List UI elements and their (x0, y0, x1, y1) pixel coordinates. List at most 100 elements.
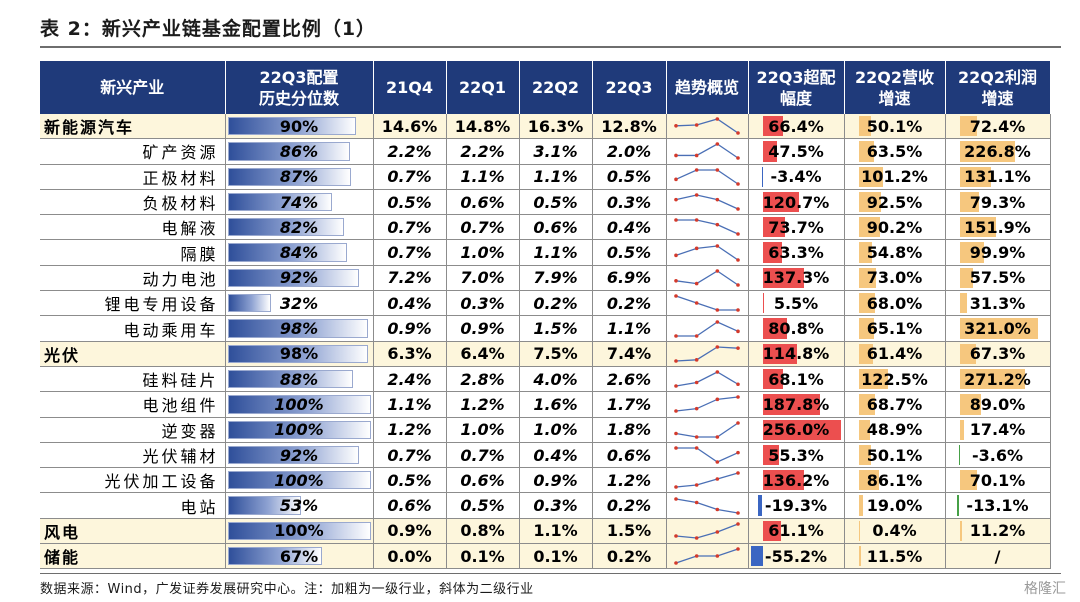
profit-cell: -13.1% (945, 492, 1051, 519)
percentile-bar (227, 395, 371, 414)
table-row: 光伏辅材 92% 0.7% 0.7% 0.4% 0.6% 55.3% 50.1% -3.6% (40, 442, 1051, 469)
percentile-value: 98% (279, 319, 319, 339)
footer-divider (40, 573, 1061, 574)
quarter-value: 0.3% (446, 290, 520, 317)
percentile-bar (227, 142, 350, 161)
quarter-value: 0.5% (446, 492, 520, 519)
excess-cell-bar (762, 470, 804, 491)
sparkline-point (694, 407, 699, 411)
excess-cell: 61.1% (748, 518, 845, 545)
quarter-value: 0.0% (373, 543, 447, 570)
revenue-cell-value: 68.7% (866, 394, 923, 414)
trend-sparkline (666, 543, 749, 570)
sparkline-point (674, 485, 678, 490)
profit-cell-value: 99.9% (969, 243, 1026, 263)
quarter-value: 0.8% (446, 518, 520, 545)
sparkline-point (715, 142, 720, 147)
col-header-21q4: 21Q4 (373, 61, 447, 114)
revenue-cell-bar (858, 368, 889, 390)
col-header-22q3: 22Q3 (592, 61, 667, 114)
quarter-value: 0.1% (519, 543, 593, 570)
quarter-value: 0.2% (592, 290, 667, 317)
excess-cell: -3.4% (748, 164, 845, 190)
profit-cell-bar (958, 444, 960, 466)
industry-name: 电池组件 (40, 391, 226, 418)
trend-sparkline (666, 391, 749, 418)
percentile-bar (227, 471, 371, 490)
quarter-value: 7.9% (519, 265, 593, 292)
sparkline-point (674, 359, 678, 363)
revenue-cell-bar (858, 141, 874, 162)
quarter-value: 1.6% (519, 391, 593, 418)
percentile-bar (227, 445, 359, 465)
quarter-value: 0.7% (446, 442, 520, 469)
excess-cell-value: 5.5% (773, 293, 819, 313)
percentile-value: 100% (274, 394, 324, 414)
excess-cell-value: 66.4% (768, 116, 824, 136)
profit-cell: 57.5% (945, 265, 1051, 292)
percentile-value: 32% (279, 293, 319, 313)
excess-cell-bar (762, 141, 777, 162)
quarter-value: 1.2% (373, 417, 447, 443)
profit-cell: 89.0% (945, 391, 1051, 418)
revenue-cell: 65.1% (844, 315, 946, 342)
sparkline-point (715, 319, 720, 324)
excess-cell-bar (762, 217, 785, 238)
profit-cell-value: 131.1% (964, 167, 1031, 187)
percentile-cell: 88% (225, 366, 374, 393)
sparkline-line (675, 523, 739, 539)
quarter-value: 1.5% (592, 518, 667, 545)
excess-cell: 80.8% (748, 315, 845, 342)
sparkline-point (715, 507, 720, 511)
industry-name: 光伏加工设备 (40, 467, 226, 494)
sparkline-line (675, 244, 739, 261)
excess-cell: -55.2% (748, 543, 845, 570)
sparkline-point (694, 446, 699, 450)
sparkline-point (736, 308, 740, 313)
profit-cell: 79.3% (945, 189, 1051, 216)
percentile-value: 90% (279, 116, 319, 136)
profit-cell-value: -3.6% (971, 445, 1023, 465)
profit-cell-value: 67.3% (969, 344, 1026, 364)
percentile-cell: 92% (225, 265, 374, 292)
quarter-value: 0.7% (373, 442, 447, 469)
excess-cell: 120.7% (748, 189, 845, 216)
sparkline-chart (674, 420, 740, 439)
trend-sparkline (666, 138, 749, 165)
percentile-cell: 67% (225, 543, 374, 570)
sparkline-point (694, 301, 699, 306)
sparkline-point (736, 181, 740, 186)
excess-cell-value: 120.7% (762, 192, 830, 212)
percentile-value: 88% (279, 369, 319, 389)
sparkline-point (715, 460, 720, 464)
excess-cell-value: -19.3% (764, 496, 828, 516)
percentile-cell: 82% (225, 214, 374, 241)
quarter-value: 0.3% (592, 189, 667, 216)
quarter-value: 0.5% (592, 239, 667, 266)
percentile-value: 100% (274, 470, 324, 490)
percentile-bar (227, 521, 371, 541)
industry-name: 电站 (40, 492, 226, 519)
quarter-value: 2.2% (446, 138, 520, 165)
revenue-cell-value: 54.8% (866, 243, 923, 263)
profit-cell-bar (959, 394, 982, 415)
sparkline-point (694, 218, 699, 223)
sparkline-point (674, 431, 678, 436)
sparkline-point (736, 420, 740, 425)
profit-cell: 17.4% (945, 417, 1051, 443)
quarter-value: 0.4% (373, 290, 447, 317)
sparkline-point (715, 117, 720, 121)
table-row: 负极材料 74% 0.5% 0.6% 0.5% 0.3% 120.7% 92.5% 79.3% (40, 189, 1051, 216)
quarter-value: 0.7% (373, 214, 447, 241)
excess-cell: 63.3% (748, 239, 845, 266)
percentile-value: 87% (279, 167, 319, 187)
table-row: 电站 53% 0.6% 0.5% 0.3% 0.2% -19.3% 19.0% -13.1% (40, 492, 1051, 519)
quarter-value: 0.2% (592, 543, 667, 570)
sparkline-point (736, 257, 740, 262)
percentile-bar (227, 268, 359, 288)
sparkline-point (736, 283, 740, 287)
revenue-cell: 90.2% (844, 214, 946, 241)
excess-cell-bar (762, 368, 784, 390)
trend-sparkline (666, 114, 749, 140)
sparkline-chart (674, 370, 740, 388)
